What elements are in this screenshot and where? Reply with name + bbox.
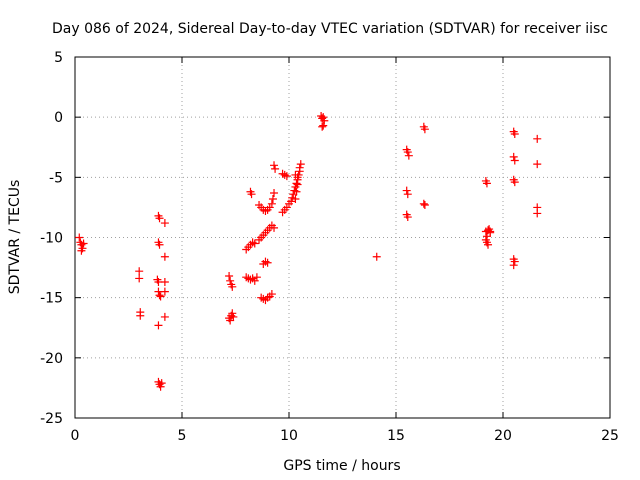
data-point	[135, 267, 144, 276]
x-tick-label: 5	[178, 428, 187, 444]
data-point	[156, 382, 165, 391]
x-tick-label: 15	[387, 428, 405, 444]
data-point	[484, 240, 493, 249]
data-point	[510, 257, 519, 266]
x-tick-label: 0	[71, 428, 80, 444]
data-point	[296, 160, 305, 169]
data-point	[228, 309, 237, 318]
data-point	[287, 197, 296, 206]
data-point	[420, 201, 429, 210]
data-point	[293, 180, 302, 189]
data-points	[75, 111, 542, 391]
data-point	[486, 228, 495, 237]
data-point	[160, 252, 169, 261]
y-tick-label: 5	[54, 50, 63, 66]
y-axis-label: SDTVAR / TECUs	[7, 180, 23, 295]
axis-ticks: 0 5 10 15 20 25 -25 -20 -15 -10 -5 0 5	[40, 50, 619, 444]
data-point	[420, 125, 429, 134]
data-point	[510, 178, 519, 187]
data-point	[318, 122, 327, 131]
data-point	[292, 187, 301, 196]
data-point	[510, 156, 519, 165]
data-point	[261, 207, 270, 216]
data-point	[136, 311, 145, 320]
chart-title: Day 086 of 2024, Sidereal Day-to-day VTE…	[52, 21, 608, 37]
data-point	[404, 151, 413, 160]
data-point	[77, 246, 86, 255]
data-point	[252, 273, 261, 282]
x-tick-label: 10	[280, 428, 298, 444]
data-point	[160, 312, 169, 321]
data-point	[270, 188, 279, 197]
y-tick-label: -5	[49, 170, 63, 186]
grid-lines	[75, 57, 610, 418]
data-point	[291, 194, 300, 203]
data-point	[229, 312, 238, 321]
y-tick-label: 0	[54, 110, 63, 126]
data-point	[155, 291, 164, 300]
data-point	[509, 152, 518, 161]
data-point	[270, 223, 279, 232]
y-tick-label: -15	[40, 291, 63, 307]
data-point	[402, 186, 411, 195]
data-point	[75, 233, 84, 242]
data-point	[320, 116, 329, 125]
x-axis-label: GPS time / hours	[283, 458, 400, 474]
data-point	[372, 252, 381, 261]
data-point	[79, 239, 88, 248]
x-tick-label: 25	[601, 428, 619, 444]
data-point	[263, 258, 272, 267]
data-point	[250, 239, 259, 248]
data-point	[226, 276, 235, 285]
data-point	[403, 148, 412, 157]
data-point	[293, 173, 302, 182]
y-tick-label: -20	[40, 351, 63, 367]
data-point	[135, 274, 144, 283]
data-point	[267, 199, 276, 208]
data-point	[155, 240, 164, 249]
data-point	[482, 179, 491, 188]
data-point	[160, 287, 169, 296]
data-point	[270, 161, 279, 170]
data-point	[319, 113, 328, 122]
data-point	[157, 379, 166, 388]
y-tick-label: -10	[40, 231, 63, 247]
data-point	[319, 121, 328, 130]
data-point	[403, 190, 412, 199]
data-point	[509, 261, 518, 270]
y-tick-label: -25	[40, 411, 63, 427]
data-point	[225, 272, 234, 281]
data-point	[267, 290, 276, 299]
x-tick-label: 20	[494, 428, 512, 444]
data-point	[160, 278, 169, 287]
data-point	[156, 292, 165, 301]
data-point	[271, 164, 280, 173]
data-point	[533, 160, 542, 169]
data-point	[268, 194, 277, 203]
data-point	[533, 134, 542, 143]
data-point	[155, 214, 164, 223]
data-point	[403, 213, 412, 222]
data-point	[533, 209, 542, 218]
data-point	[154, 321, 163, 330]
data-point	[228, 282, 237, 291]
data-point	[282, 172, 291, 181]
data-point	[160, 219, 169, 228]
data-point	[295, 163, 304, 172]
data-point	[247, 190, 256, 199]
data-point	[510, 130, 519, 139]
data-point	[419, 199, 428, 208]
data-point	[292, 179, 301, 188]
